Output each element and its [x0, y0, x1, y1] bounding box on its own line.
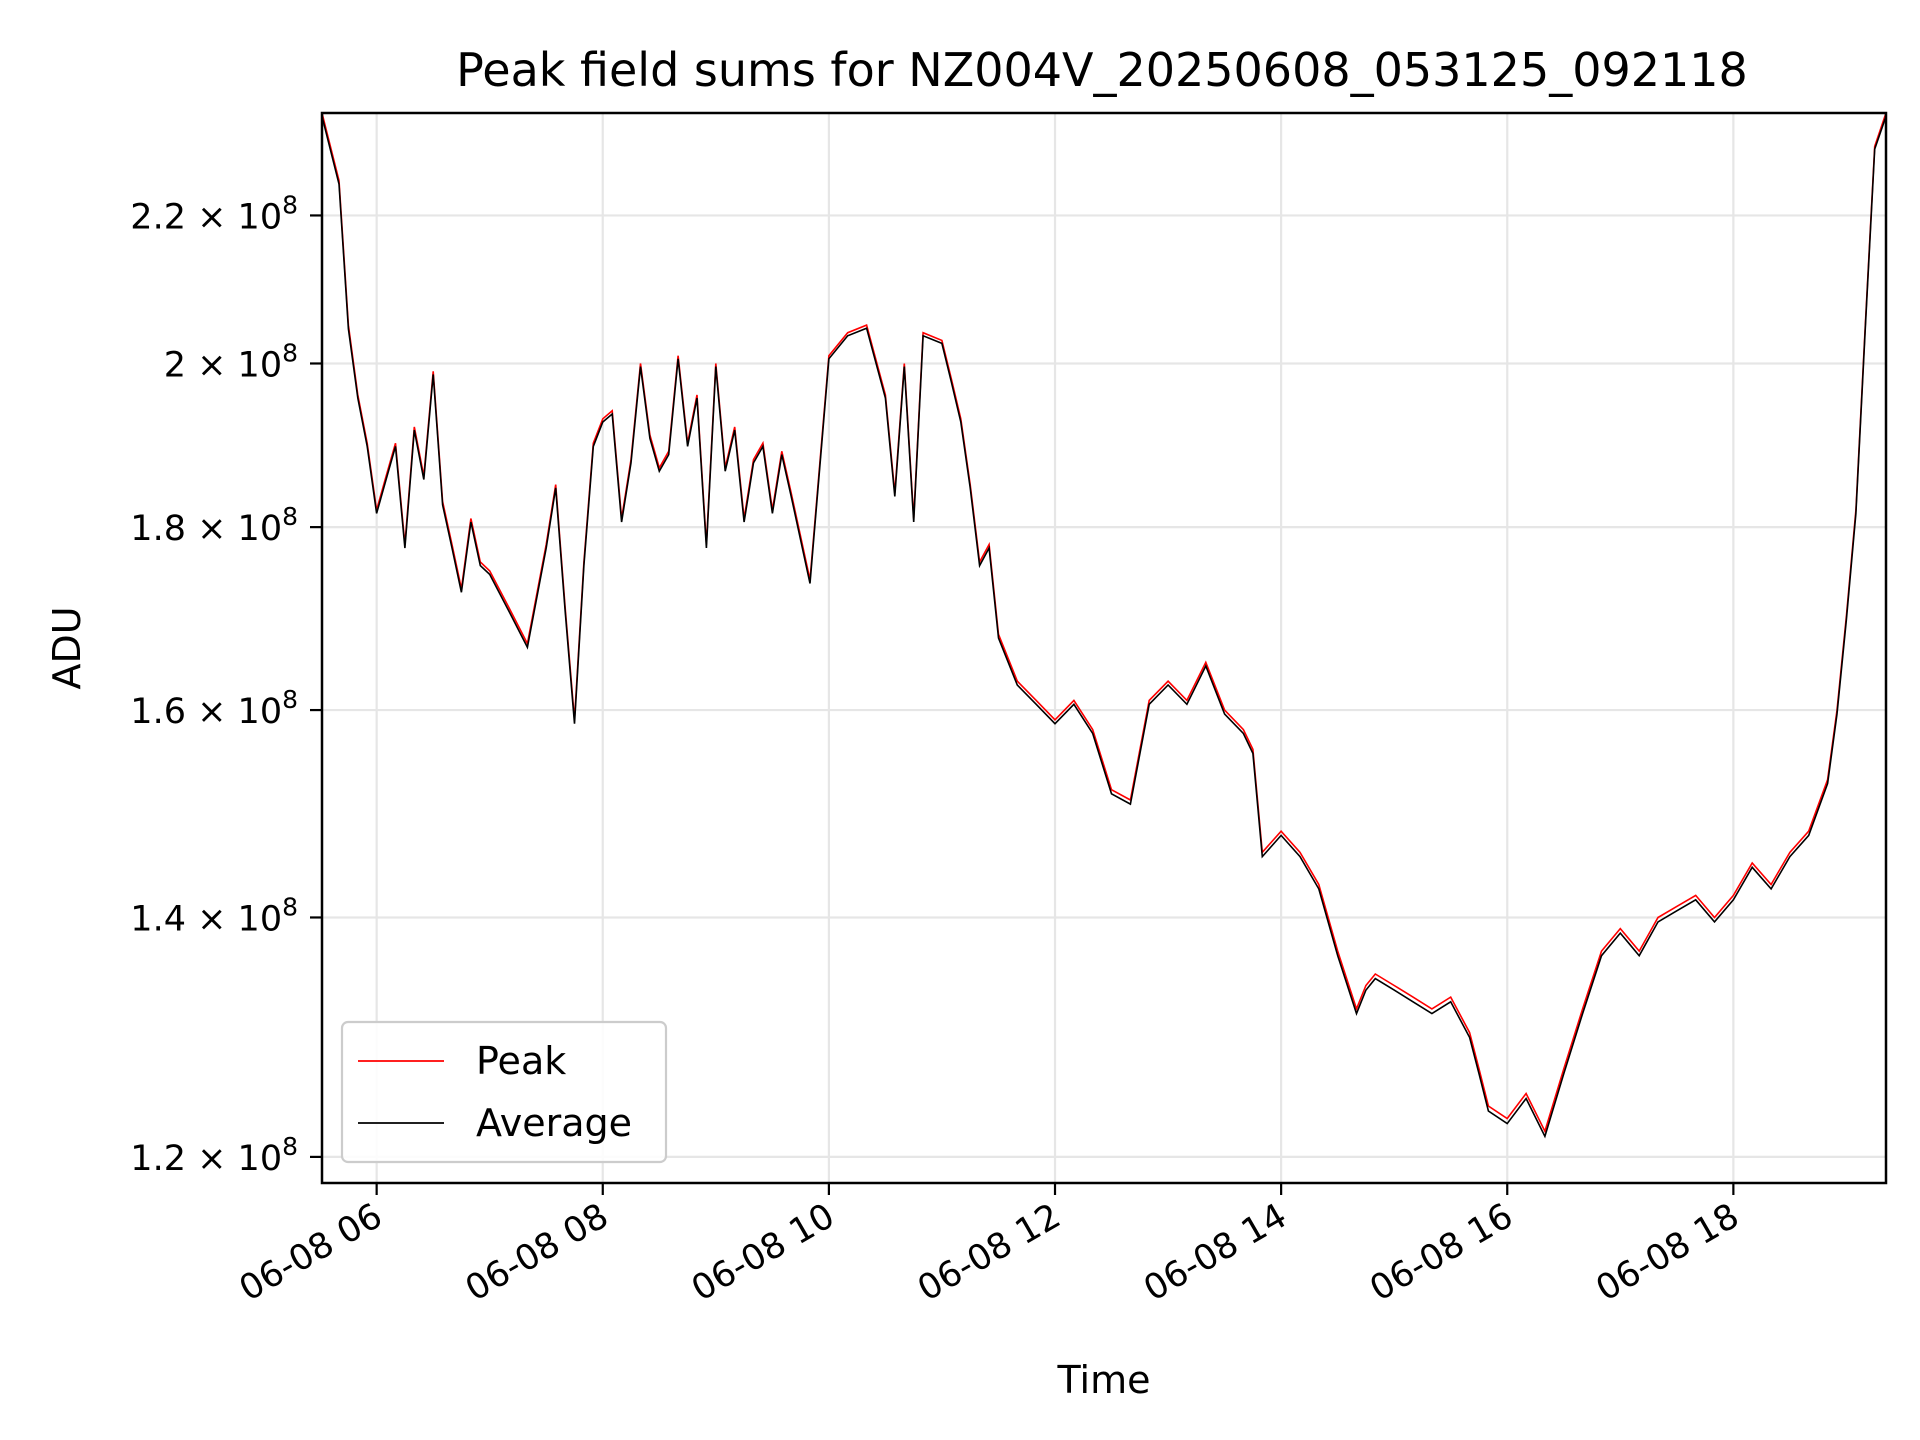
y-tick-label: 1.4 × 108 [130, 892, 298, 939]
series-line-average [322, 116, 1886, 1139]
y-axis: 1.2 × 108 1.4 × 108 1.6 × 108 1.8 × 108 2 × … [130, 190, 322, 1179]
y-axis-label: ADU [45, 606, 89, 689]
chart-title: Peak field sums for NZ004V_20250608_0531… [456, 43, 1748, 97]
y-tick-label: 2 × 108 [164, 338, 298, 385]
plot-frame [320, 111, 1888, 1185]
y-tick-label: 1.8 × 108 [130, 502, 298, 549]
y-tick-label: 2.2 × 108 [130, 190, 298, 237]
legend-label-peak: Peak [476, 1039, 566, 1083]
legend: Peak Average [340, 1020, 668, 1164]
plot-area [322, 113, 1886, 1139]
y-tick-label: 1.2 × 108 [130, 1132, 298, 1179]
legend-label-average: Average [476, 1101, 632, 1145]
x-axis-label: Time [1057, 1358, 1151, 1402]
y-tick-label: 1.6 × 108 [130, 685, 298, 732]
legend-box [340, 1020, 668, 1164]
